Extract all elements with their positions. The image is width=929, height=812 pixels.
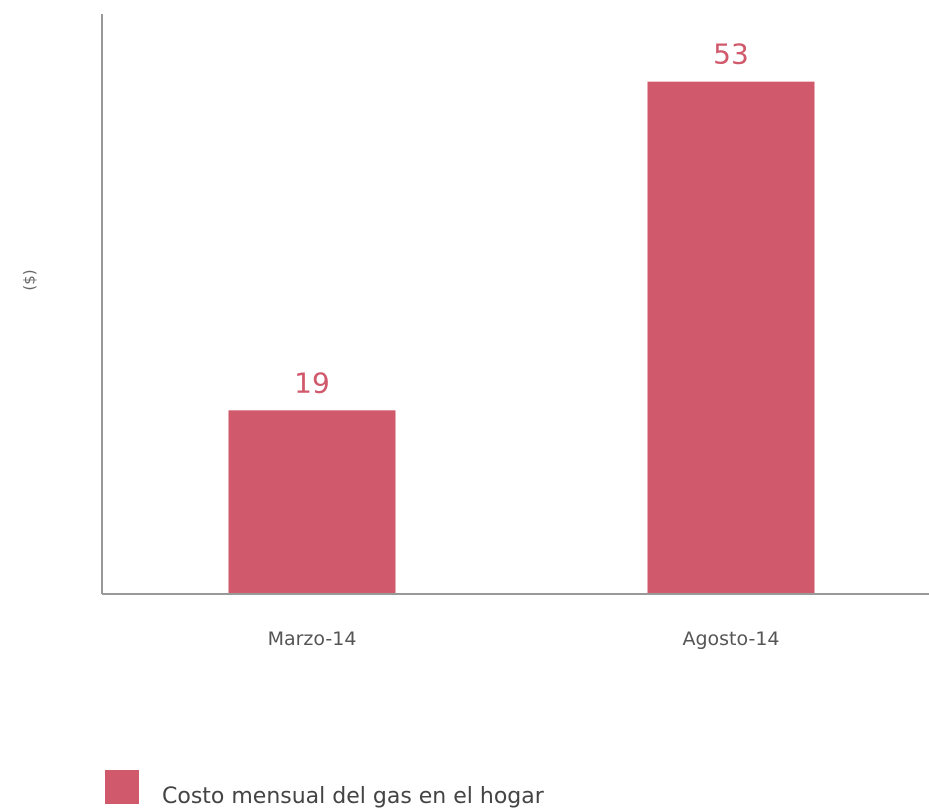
data-label-agosto-14: 53 — [713, 38, 749, 71]
axes — [101, 14, 929, 595]
x-tick-label-agosto-14: Agosto-14 — [682, 628, 779, 650]
bar-agosto-14 — [647, 81, 815, 594]
legend-swatch — [105, 770, 139, 804]
bar-marzo-14 — [228, 410, 396, 594]
x-tick-label-marzo-14: Marzo-14 — [268, 628, 357, 650]
data-label-marzo-14: 19 — [294, 366, 330, 399]
y-axis-label: ($) — [21, 269, 39, 290]
legend-label: Costo mensual del gas en el hogar — [162, 784, 545, 809]
legend: Costo mensual del gas en el hogar — [105, 770, 545, 809]
plot-area: 19 Marzo-14 53 Agosto-14 — [228, 38, 815, 650]
